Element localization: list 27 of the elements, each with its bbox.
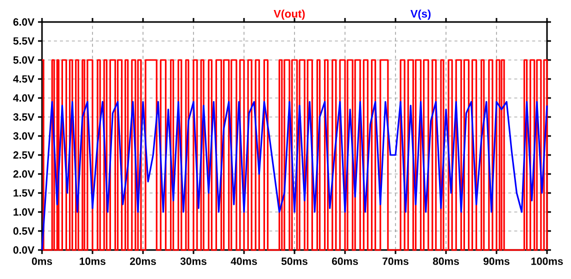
x-tick-label: 10ms bbox=[80, 258, 106, 265]
y-tick-label: 4.5V bbox=[13, 75, 34, 83]
y-tick-label: 5.0V bbox=[13, 56, 34, 64]
y-tick-label: 3.0V bbox=[13, 132, 34, 140]
x-tick-label: 70ms bbox=[382, 258, 408, 265]
text: V(s) bbox=[410, 10, 431, 20]
x-tick-label: 0ms bbox=[32, 258, 52, 265]
y-tick-label: 1.0V bbox=[14, 208, 34, 216]
y-tick-label: 4.0V bbox=[13, 94, 34, 102]
x-tick-label: 90ms bbox=[483, 258, 510, 265]
x-tick-label: 100ms bbox=[531, 258, 563, 265]
y-tick-label: 3.5V bbox=[13, 113, 34, 121]
y-tick-label: 5.5V bbox=[13, 37, 34, 45]
text: V(out) bbox=[274, 10, 305, 20]
y-tick-label: 2.5V bbox=[13, 151, 34, 159]
x-tick-label: 30ms bbox=[180, 258, 206, 265]
y-tick-label: 0.0V bbox=[13, 246, 34, 254]
x-tick-label: 50ms bbox=[281, 258, 308, 265]
y-tick-label: 2.0V bbox=[13, 170, 34, 178]
y-tick-label: 6.0V bbox=[13, 18, 34, 26]
x-tick-label: 80ms bbox=[432, 258, 459, 265]
y-tick-label: 1.5V bbox=[14, 189, 34, 197]
x-tick-label: 60ms bbox=[332, 258, 358, 265]
line-series bbox=[41, 100, 548, 251]
x-tick-label: 40ms bbox=[230, 258, 257, 265]
x-tick-label: 20ms bbox=[130, 258, 156, 265]
y-tick-label: 0.5V bbox=[13, 227, 34, 235]
